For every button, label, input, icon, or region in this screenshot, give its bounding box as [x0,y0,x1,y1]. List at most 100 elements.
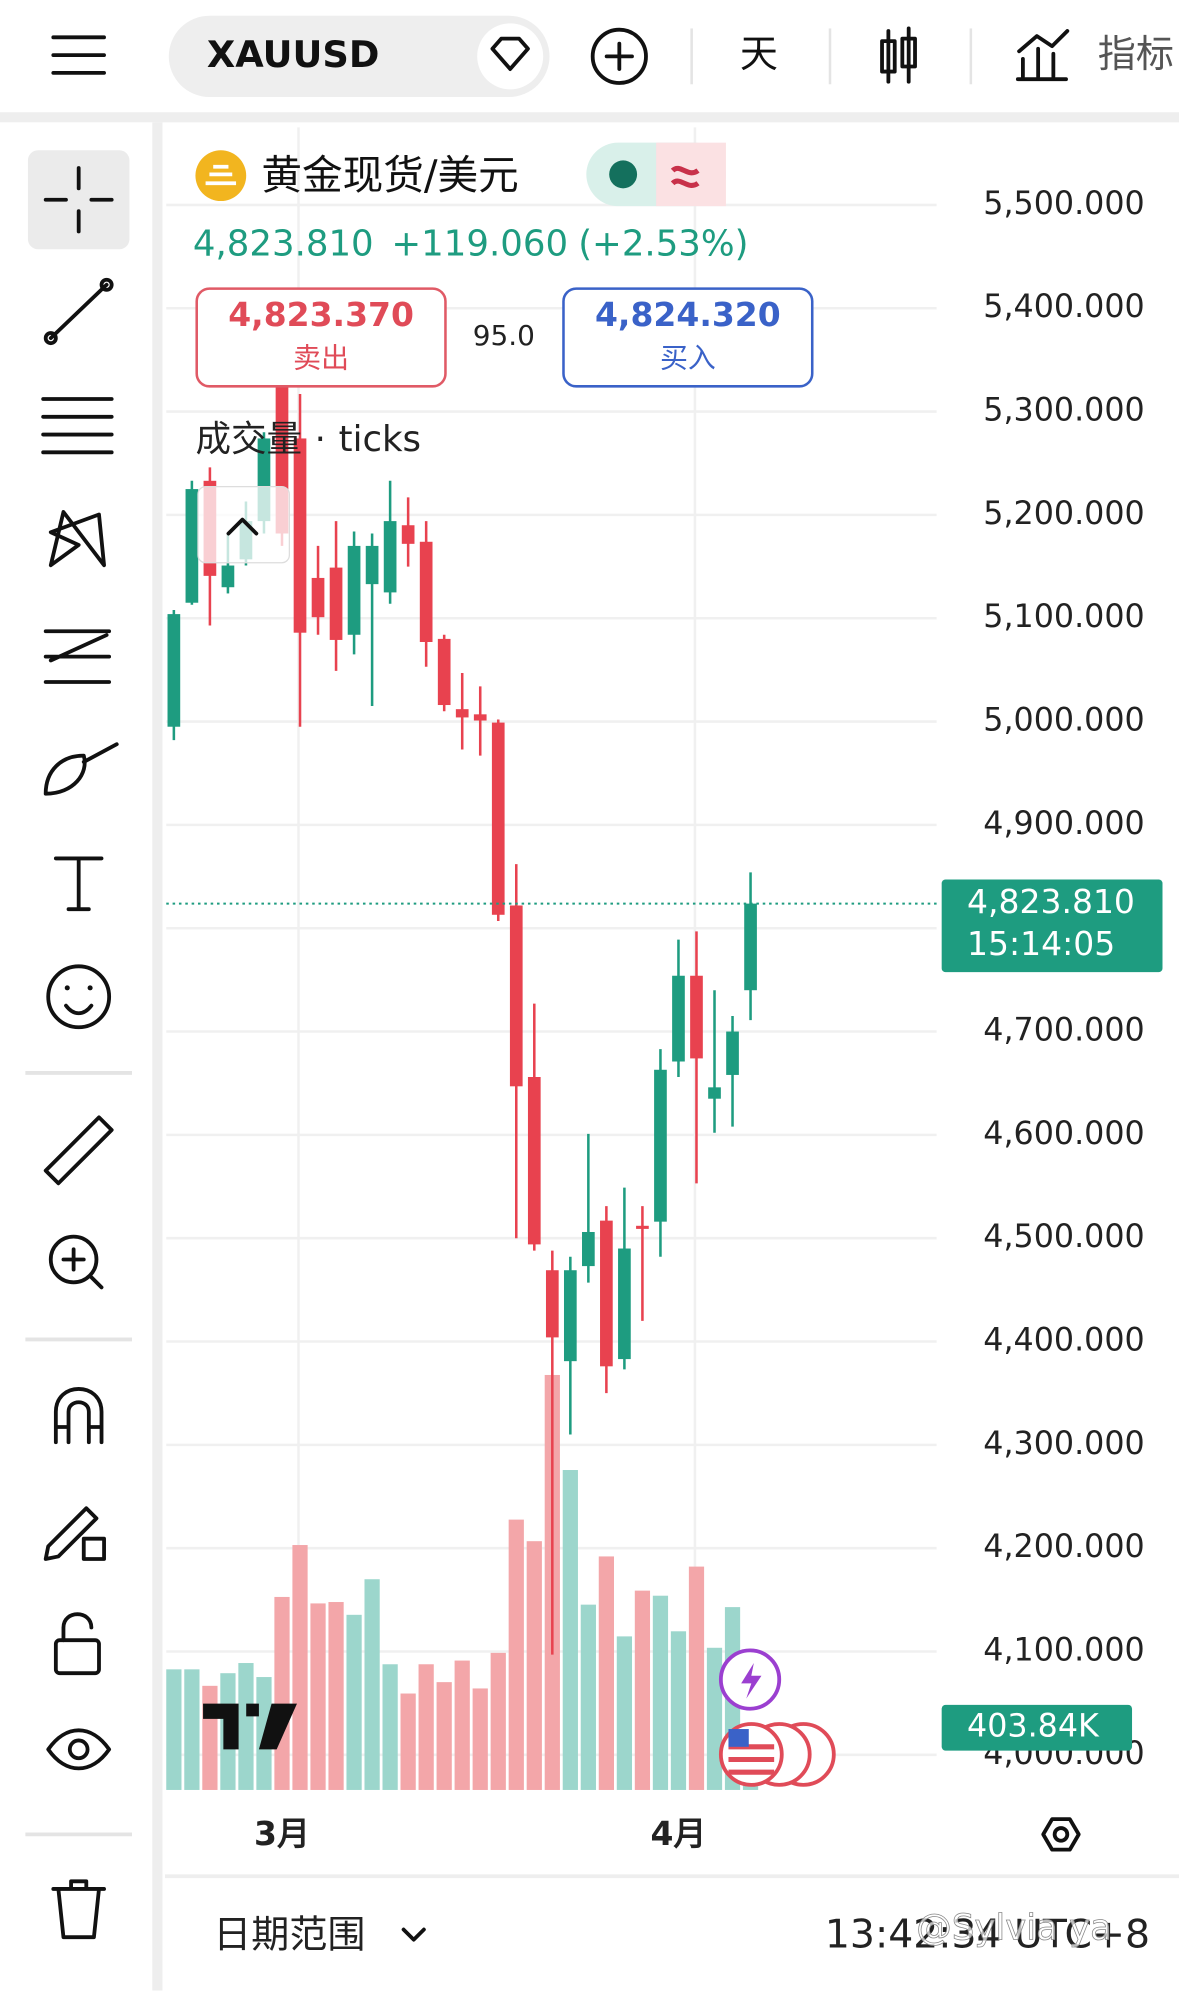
volume-source: ticks [339,419,421,460]
lock-tool[interactable] [53,1612,101,1676]
volume-bar [526,1541,542,1790]
interval[interactable]: 天 [740,32,778,76]
candle-body [311,577,325,618]
volume-bar [580,1604,596,1790]
volume-legend: 成交量 · ticks [195,419,421,460]
candle-body [455,709,469,718]
y-tick-label: 4,300.000 [983,1426,1144,1462]
candle-body [636,1225,649,1229]
indicators[interactable]: 指标 [1098,32,1174,76]
quote: 4,823.810 +119.060 (+2.53%) [193,223,749,264]
candle-body [582,1231,595,1267]
crosshair-tool[interactable] [27,150,130,250]
volume-bar [472,1688,488,1790]
change: +119.060 [391,223,568,264]
chart-type[interactable] [880,26,917,84]
volume-bar [652,1595,669,1790]
candle-body [365,545,379,585]
sell-button[interactable] [195,287,447,388]
fib-tool[interactable] [41,397,114,455]
countdown: 15:14:05 [967,924,1115,963]
volume-bar [670,1631,687,1790]
volume-bar [454,1660,470,1790]
volume-bar [292,1545,308,1790]
symbol[interactable]: XAUUSD [207,33,380,76]
sell-price[interactable]: 4,823.370 [228,295,414,334]
candle-body [167,614,181,727]
volume-bar [238,1663,254,1790]
candle-body [473,714,487,721]
trendline-tool[interactable] [43,277,114,346]
candle-body [708,1087,721,1099]
separator [0,112,1179,123]
volume-bar [364,1579,380,1790]
add-symbol[interactable] [590,27,648,85]
candle-body [690,975,703,1059]
collapse-button[interactable] [197,485,290,564]
volume-bar [310,1603,326,1790]
instrument-name: 黄金现货/美元 [261,151,518,199]
volume-bar [274,1596,290,1790]
volume-label: 成交量 [195,419,302,460]
forecast-tool[interactable] [43,629,112,684]
lock-drawings[interactable] [43,1506,106,1561]
buy-button[interactable] [562,287,814,388]
settings-button[interactable] [1041,1817,1081,1852]
menu-button[interactable] [51,35,106,75]
volume-bar [400,1693,416,1790]
visibility-tool[interactable] [46,1728,112,1771]
premium-button[interactable] [477,23,544,90]
buy-price[interactable]: 4,824.320 [595,295,781,334]
ruler-tool[interactable] [43,1115,114,1186]
candle-body [293,438,307,633]
brush-tool[interactable] [43,742,119,796]
sell-label[interactable]: 卖出 [293,342,349,375]
last-price-label: 4,823.810 [967,882,1135,921]
volume-bar [436,1682,452,1790]
date-range[interactable]: 日期范围 [213,1913,365,1957]
y-tick-label: 5,300.000 [983,393,1144,429]
y-tick-label: 4,400.000 [983,1323,1144,1359]
candle-body [491,722,505,915]
y-tick-label: 5,500.000 [983,186,1144,222]
volume-bar [562,1470,578,1790]
volume-bar [688,1566,705,1790]
indicators-icon[interactable] [1015,29,1070,82]
volume-bar [382,1664,398,1790]
candle-body [726,1031,739,1075]
candle-body [185,489,199,603]
y-tick-label: 4,100.000 [983,1633,1144,1669]
y-tick-label: 5,200.000 [983,496,1144,532]
time: 13:42:34 UTC+8 [825,1912,1150,1958]
change-pct: (+2.53%) [578,223,748,264]
candle-body [347,545,361,635]
volume-bar [508,1519,524,1790]
tv-logo [203,1703,297,1750]
toolbar [0,122,155,1991]
volume-bar [346,1614,362,1790]
magnet-tool[interactable] [53,1387,104,1445]
y-tick-label: 4,700.000 [983,1013,1144,1049]
last-price-box [941,879,1163,973]
volume-bar [634,1590,651,1790]
text-tool[interactable] [53,856,104,912]
volume-bar [328,1602,344,1790]
emoji-tool[interactable] [46,964,112,1030]
candle-body [600,1220,613,1367]
volume-bar [706,1647,723,1790]
buy-label[interactable]: 买入 [660,342,716,375]
volume-bar [166,1669,182,1790]
pattern-tool[interactable] [48,510,106,568]
symbol-search[interactable] [168,15,550,97]
candle-body [329,567,343,640]
economic-events[interactable] [718,1722,836,1787]
delete-tool[interactable] [51,1879,106,1940]
zoom-tool[interactable] [48,1234,104,1290]
candle-body [654,1069,667,1222]
last-volume-box [941,1704,1133,1751]
y-tick-label: 5,400.000 [983,289,1144,325]
volume-bars [166,1374,759,1790]
volume-bar [202,1685,218,1790]
candle-body [618,1248,631,1360]
